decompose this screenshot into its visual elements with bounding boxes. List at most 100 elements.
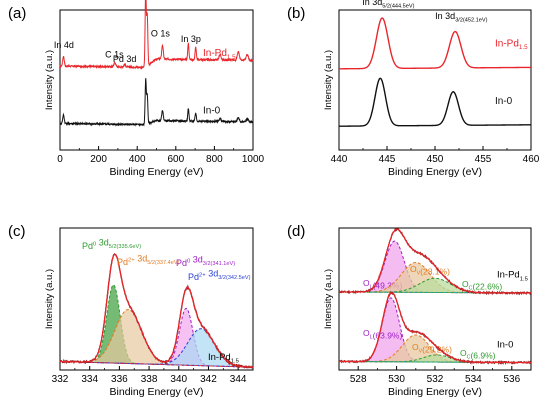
x-tick-label-a: 0 bbox=[57, 154, 63, 165]
sample-label-d-1: In-0 bbox=[497, 339, 513, 350]
component-label-d-0-0: OL(49.3%) bbox=[363, 278, 402, 290]
x-tick-label-a: 200 bbox=[90, 154, 107, 165]
peak-annotation-a-4: O 1s bbox=[151, 29, 171, 39]
x-axis-label-d: Binding Energy (eV) bbox=[388, 386, 482, 398]
series-line-a-1 bbox=[59, 78, 254, 127]
component-label-d-1-0: OL(63.9%) bbox=[363, 328, 402, 340]
peak-annotation-a-2: Pd 3d bbox=[113, 54, 137, 64]
series-label-b-1: In-0 bbox=[495, 96, 513, 107]
component-label-d-1-2-part: O bbox=[460, 348, 467, 358]
series-line-b-1 bbox=[339, 77, 531, 127]
sample-label-d-0-part: 1.5 bbox=[520, 276, 529, 282]
y-axis-label-d: Intensity (a.u.) bbox=[323, 269, 334, 329]
x-axis-label-a: Binding Energy (eV) bbox=[110, 166, 204, 178]
peak-annotation-b-0: In 3d5/2(444.5eV) bbox=[362, 0, 414, 10]
component-label-c-2-part: 3d bbox=[190, 255, 203, 265]
sample-label-d-0-part: In-Pd bbox=[497, 270, 520, 281]
panel-label-a: (a) bbox=[8, 5, 26, 22]
component-label-c-0-part: 5/2(335.6eV) bbox=[109, 244, 141, 250]
component-label-d-0-2-part: O bbox=[462, 279, 469, 289]
component-label-c-0: Pd0 3d5/2(335.6eV) bbox=[82, 238, 141, 251]
component-label-d-0-1: OV(28.1%) bbox=[410, 264, 450, 276]
x-tick-label-c: 344 bbox=[230, 374, 247, 385]
component-label-c-3-part: 2+ bbox=[199, 273, 206, 279]
peak-annotation-b-1-part: 3/2(452.1eV) bbox=[455, 18, 487, 24]
x-tick-label-c: 332 bbox=[52, 374, 69, 385]
peak-annotation-b-1: In 3d3/2(452.1eV) bbox=[435, 11, 487, 24]
component-label-d-1-0-part: L bbox=[370, 334, 373, 340]
component-area-d-1-2 bbox=[339, 354, 532, 364]
component-label-d-1-2-part: (6.9%) bbox=[470, 350, 495, 360]
sample-label-c-part: 1.5 bbox=[231, 359, 240, 365]
sample-label-c-part: In-Pd bbox=[208, 352, 231, 363]
x-tick-label-c: 336 bbox=[111, 374, 128, 385]
axes-frame-b bbox=[338, 9, 532, 151]
y-axis-label-a: Intensity (a.u.) bbox=[44, 50, 55, 110]
x-tick-label-d: 534 bbox=[465, 374, 482, 385]
component-label-d-0-2: OC(22.6%) bbox=[462, 279, 502, 291]
component-label-c-0-part: 0 bbox=[93, 242, 97, 248]
component-label-c-1-part: 5/2(337.4eV) bbox=[147, 260, 179, 266]
component-label-c-1: Pd2+ 3d5/2(337.4eV) bbox=[117, 254, 180, 267]
peak-annotation-b-1-part: In 3d bbox=[435, 11, 455, 21]
x-tick-label-d: 532 bbox=[427, 374, 444, 385]
component-label-d-1-0-part: O bbox=[363, 328, 370, 338]
series-label-a-0-part: 1.5 bbox=[227, 54, 236, 61]
x-tick-label-d: 530 bbox=[388, 374, 405, 385]
component-label-d-0-2-part: (22.6%) bbox=[472, 281, 502, 291]
component-label-d-1-1: OV(29.2%) bbox=[412, 342, 452, 354]
component-label-d-1-0-part: (63.9%) bbox=[373, 330, 403, 340]
peak-annotation-a-1: C 1s bbox=[105, 50, 124, 60]
component-label-c-3-part: 3/2(342.5eV) bbox=[218, 275, 250, 281]
peak-annotation-b-0-part: In 3d bbox=[362, 0, 382, 7]
component-label-d-0-1-part: O bbox=[410, 264, 417, 274]
component-label-d-1-1-part: O bbox=[412, 342, 419, 352]
component-label-d-0-0-part: (49.3%) bbox=[373, 280, 403, 290]
series-label-a-0: In-Pd1.5 bbox=[203, 48, 236, 61]
y-axis-label-b: Intensity (a.u.) bbox=[323, 50, 334, 110]
axes-frame-c bbox=[59, 227, 254, 371]
series-label-a-0-part: In-Pd bbox=[203, 48, 227, 59]
component-label-c-3: Pd2+ 3d3/2(342.5eV) bbox=[188, 269, 251, 282]
x-tick-label-a: 1000 bbox=[242, 154, 265, 165]
component-label-c-1-part: 2+ bbox=[128, 258, 135, 264]
component-label-d-0-0-part: O bbox=[363, 278, 370, 288]
series-line-a-0 bbox=[59, 0, 254, 70]
x-axis-label-c: Binding Energy (eV) bbox=[110, 386, 204, 398]
component-label-d-0-1-part: (28.1%) bbox=[420, 266, 450, 276]
component-label-c-2: Pd0 3d3/2(341.1eV) bbox=[176, 255, 235, 268]
series-label-a-1-part: In-0 bbox=[203, 106, 221, 117]
panel-d-o1s: 528 530 532 534 536 Binding Energy (eV) Intens… bbox=[287, 223, 532, 398]
series-label-b-0: In-Pd1.5 bbox=[495, 38, 528, 51]
x-tick-label-a: 400 bbox=[129, 154, 146, 165]
x-tick-label-b: 445 bbox=[379, 154, 396, 165]
x-tick-label-d: 528 bbox=[350, 374, 367, 385]
series-label-a-1: In-0 bbox=[203, 106, 221, 117]
fit-line-c bbox=[59, 253, 254, 368]
component-label-c-2-part: Pd bbox=[176, 258, 187, 268]
x-tick-label-b: 450 bbox=[427, 154, 444, 165]
component-label-d-1-1-part: V bbox=[419, 348, 423, 354]
component-label-c-1-part: 3d bbox=[135, 254, 148, 264]
sample-label-c: In-Pd1.5 bbox=[208, 352, 240, 365]
component-label-c-3-part: 3d bbox=[206, 269, 219, 279]
series-line-b-0 bbox=[339, 17, 531, 70]
x-tick-label-b: 460 bbox=[523, 154, 540, 165]
component-label-d-0-2-part: C bbox=[469, 285, 473, 291]
panel-b-in3d: 440 445 450 455 460 Binding Energy (eV) Intens… bbox=[287, 0, 540, 178]
series-label-b-0-part: 1.5 bbox=[519, 44, 528, 51]
component-label-c-1-part: Pd bbox=[117, 257, 128, 267]
sample-label-d-1-part: In-0 bbox=[497, 339, 513, 350]
baseline-c bbox=[59, 361, 254, 368]
x-tick-label-c: 340 bbox=[170, 374, 187, 385]
x-tick-label-a: 800 bbox=[206, 154, 223, 165]
peak-annotation-b-0-part: 5/2(444.5eV) bbox=[382, 4, 414, 10]
component-label-d-0-1-part: V bbox=[417, 270, 421, 276]
x-tick-label-b: 440 bbox=[331, 154, 348, 165]
component-label-c-0-part: Pd bbox=[82, 241, 93, 251]
peak-annotation-a-0: In 4d bbox=[54, 40, 74, 50]
panel-c-pd3d: 332 334 336 338 340 342 344 Binding Energy (eV)… bbox=[8, 223, 254, 398]
y-axis-label-c: Intensity (a.u.) bbox=[44, 269, 55, 329]
series-label-b-0-part: In-Pd bbox=[495, 38, 519, 49]
